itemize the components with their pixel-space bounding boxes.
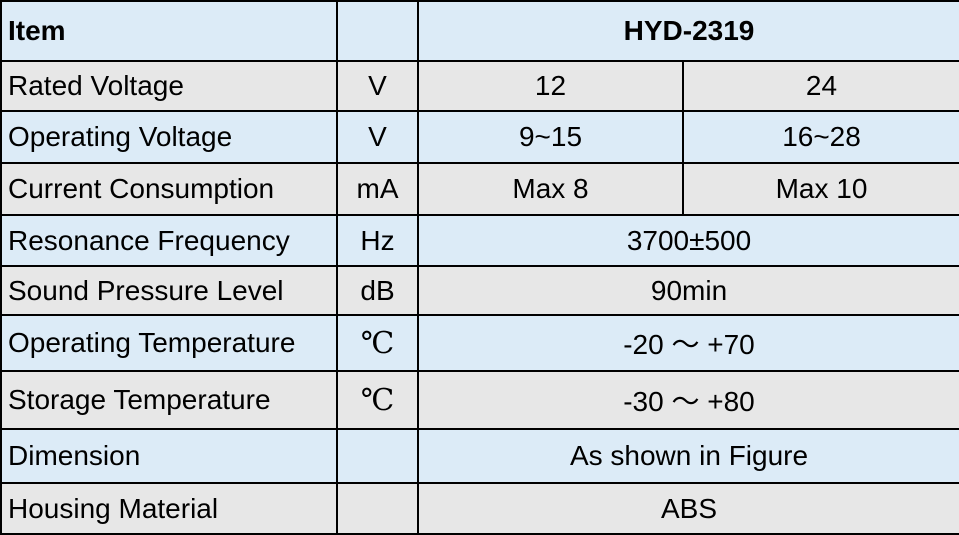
row-label: Operating Voltage [0, 110, 338, 164]
row-value: -30 ～ +80 [416, 370, 959, 430]
row-value: Max 10 [681, 162, 959, 216]
row-value: 90min [416, 265, 959, 316]
row-unit: V [336, 110, 419, 164]
spec-row: Resonance Frequency Hz 3700±500 [0, 214, 959, 267]
header-model: HYD-2319 [416, 0, 959, 62]
header-item: Item [0, 0, 338, 62]
row-label: Storage Temperature [0, 370, 338, 430]
row-unit: V [336, 60, 419, 112]
row-value: ABS [416, 482, 959, 535]
row-value: 24 [681, 60, 959, 112]
spec-row: Storage Temperature ℃ -30 ～ +80 [0, 370, 959, 430]
row-unit-blank [336, 428, 419, 484]
row-unit: mA [336, 162, 419, 216]
spec-row: Operating Temperature ℃ -20 ～ +70 [0, 314, 959, 372]
row-unit: ℃ [336, 370, 419, 430]
spec-row: Sound Pressure Level dB 90min [0, 265, 959, 316]
row-label: Operating Temperature [0, 314, 338, 372]
spec-row: Housing Material ABS [0, 482, 959, 535]
row-label: Housing Material [0, 482, 338, 535]
row-unit: dB [336, 265, 419, 316]
row-label: Resonance Frequency [0, 214, 338, 267]
header-blank [336, 0, 419, 62]
row-unit-blank [336, 482, 419, 535]
row-label: Rated Voltage [0, 60, 338, 112]
row-value: 12 [417, 60, 684, 112]
row-label: Sound Pressure Level [0, 265, 338, 316]
spec-row: Current Consumption mA Max 8 Max 10 [0, 162, 959, 216]
row-value: -20 ～ +70 [416, 314, 959, 372]
header-row: Item HYD-2319 [0, 0, 959, 62]
row-label: Dimension [0, 428, 338, 484]
row-value: As shown in Figure [416, 428, 959, 484]
row-value: 9~15 [417, 110, 684, 164]
spec-row: Operating Voltage V 9~15 16~28 [0, 110, 959, 164]
row-unit: ℃ [336, 314, 419, 372]
row-value: 16~28 [681, 110, 959, 164]
spec-row: Rated Voltage V 12 24 [0, 60, 959, 112]
row-unit: Hz [336, 214, 419, 267]
row-label: Current Consumption [0, 162, 338, 216]
row-value: Max 8 [417, 162, 684, 216]
row-value: 3700±500 [416, 214, 959, 267]
spec-row: Dimension As shown in Figure [0, 428, 959, 484]
